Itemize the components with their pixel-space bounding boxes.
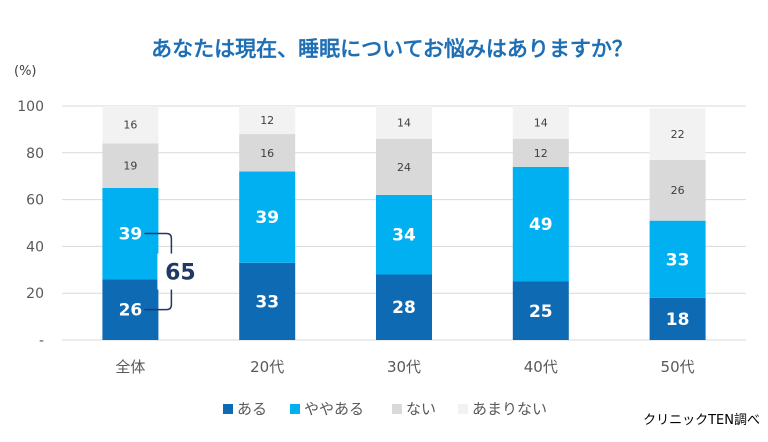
x-tick-label: 40代 (524, 358, 558, 376)
y-tick-label: 40 (26, 239, 44, 255)
bar-segment (376, 138, 432, 195)
x-tick-label: 50代 (661, 358, 695, 376)
x-tick-label: 全体 (115, 358, 145, 376)
y-tick-label: - (39, 333, 44, 349)
data-label: 33 (255, 292, 279, 312)
x-axis-labels: 全体 20代 30代 40代 50代 (115, 358, 694, 376)
bar-segment (649, 220, 706, 298)
legend-label: あまりない (472, 400, 547, 418)
source-note: クリニックTEN調べ (643, 413, 760, 428)
y-axis-ticks: - 20 40 60 80 100 (17, 99, 44, 349)
data-label: 19 (123, 160, 137, 173)
bar-segment (376, 274, 432, 340)
bar-segment (649, 159, 706, 221)
chart-title: あなたは現在、睡眠についてお悩みはありますか？ (151, 37, 633, 61)
y-tick-label: 20 (26, 286, 44, 302)
y-tick-label: 100 (17, 99, 44, 115)
bar-segment (239, 134, 296, 172)
data-label: 12 (260, 114, 274, 127)
data-label: 26 (671, 184, 685, 197)
y-tick-label: 60 (26, 193, 44, 209)
bar-segment (376, 194, 432, 275)
data-label: 22 (671, 128, 685, 141)
data-label: 24 (397, 161, 411, 174)
x-tick-label: 20代 (250, 358, 284, 376)
legend: ある ややある ない あまりない (223, 400, 547, 418)
annotation: 65 (144, 232, 204, 311)
data-label: 16 (260, 147, 274, 160)
y-tick-label: 80 (26, 146, 44, 162)
bar-segment (649, 108, 706, 160)
data-label: 34 (392, 226, 416, 246)
bar-segment (512, 138, 569, 167)
x-tick-label: 30代 (387, 358, 421, 376)
legend-swatch (458, 404, 468, 414)
data-label: 12 (534, 147, 548, 160)
bar-segment (649, 297, 706, 340)
y-axis-unit: (%) (14, 64, 37, 79)
data-label: 18 (666, 310, 690, 330)
annotation-label: 65 (165, 261, 196, 286)
bar-segment (512, 281, 569, 340)
data-label: 14 (534, 116, 548, 129)
legend-label: ない (406, 400, 436, 418)
bar-segment (239, 262, 296, 340)
data-label: 16 (123, 119, 137, 132)
bar-segment (102, 106, 159, 144)
data-label: 25 (529, 302, 553, 322)
data-label: 26 (119, 301, 143, 321)
bar-segment (102, 143, 159, 188)
legend-label: ある (237, 400, 267, 418)
legend-swatch (290, 404, 300, 414)
bar-segment (512, 106, 569, 139)
legend-label: ややある (304, 400, 364, 418)
bars: 26 39 19 16 33 39 16 12 28 34 24 14 25 49 12 14 18 33 26 22 (102, 106, 706, 340)
bar-segment (239, 171, 296, 263)
legend-swatch (392, 404, 402, 414)
annotation-label-background (157, 253, 204, 290)
data-label: 33 (666, 250, 690, 270)
data-label: 39 (255, 208, 279, 228)
bar-segment (512, 166, 569, 282)
legend-swatch (223, 404, 233, 414)
data-label: 14 (397, 116, 411, 129)
data-label: 49 (529, 215, 553, 235)
data-label: 39 (119, 225, 143, 245)
bar-segment (376, 106, 432, 139)
data-label: 28 (392, 298, 416, 318)
bar-segment (239, 106, 296, 135)
